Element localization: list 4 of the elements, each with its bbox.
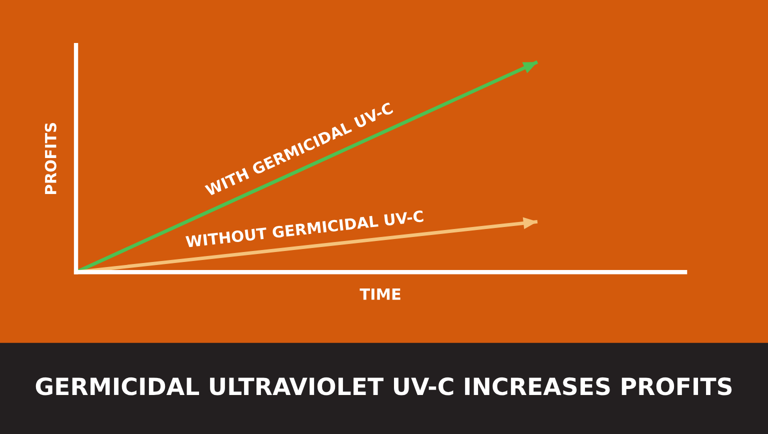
x-axis-title: TIME bbox=[360, 288, 400, 300]
text: WITHOUT GERMICIDAL UV-C bbox=[185, 210, 424, 248]
y-axis-title: PROFITS bbox=[44, 123, 56, 194]
text: GERMICIDAL ULTRAVIOLET UV-C INCREASES PROFITS bbox=[36, 377, 732, 396]
